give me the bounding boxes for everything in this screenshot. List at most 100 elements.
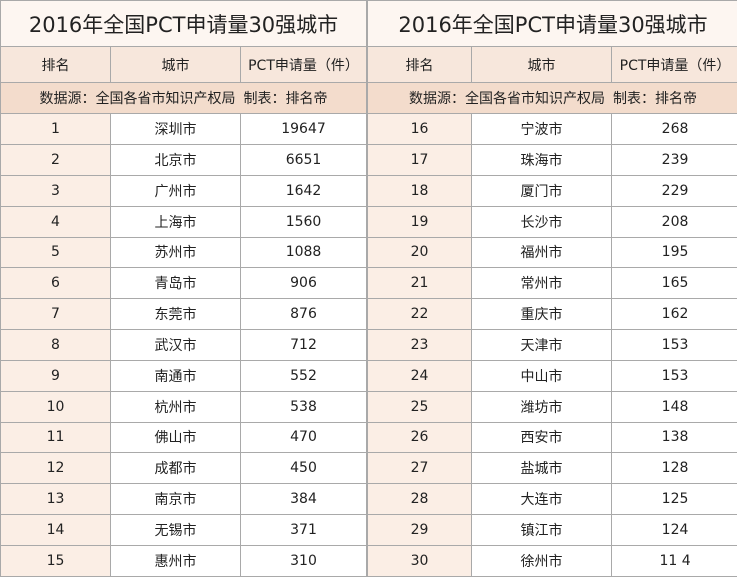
table-author: 制表：排名帝 xyxy=(613,91,698,108)
data-row: 25 潍坊市 148 xyxy=(367,390,737,423)
rank-cell: 25 xyxy=(367,390,473,423)
count-cell: 208 xyxy=(611,205,737,238)
data-row: 20 福州市 195 xyxy=(367,236,737,269)
rank-cell: 12 xyxy=(0,452,111,485)
data-row: 2 北京市 6651 xyxy=(0,143,368,176)
count-cell: 229 xyxy=(611,174,737,207)
rank-cell: 26 xyxy=(367,421,473,454)
city-cell: 青岛市 xyxy=(110,267,241,300)
rank-cell: 27 xyxy=(367,452,473,485)
data-row: 30 徐州市 11 4 xyxy=(367,544,737,577)
rank-cell: 29 xyxy=(367,514,473,546)
data-row: 15 惠州市 310 xyxy=(0,544,368,577)
city-cell: 南通市 xyxy=(110,359,241,392)
count-cell: 538 xyxy=(239,390,368,423)
source-cell: 数据源：全国各省市知识产权局 制表：排名帝 xyxy=(0,82,368,115)
count-cell: 384 xyxy=(239,483,368,516)
count-cell: 125 xyxy=(611,483,737,516)
rank-cell: 7 xyxy=(0,298,111,331)
rank-cell: 10 xyxy=(0,390,111,423)
city-cell: 长沙市 xyxy=(471,205,613,238)
ranking-table: 2016年全国PCT申请量30强城市 排名 城市 PCT申请量（件） 数据源：全国各省市… xyxy=(0,0,368,577)
rank-cell: 17 xyxy=(367,143,473,176)
count-cell: 876 xyxy=(239,298,368,331)
data-row: 17 珠海市 239 xyxy=(367,143,737,176)
rank-cell: 8 xyxy=(0,329,111,361)
column-header: 城市 xyxy=(471,46,613,84)
count-cell: 138 xyxy=(611,421,737,454)
rank-cell: 9 xyxy=(0,359,111,392)
city-cell: 深圳市 xyxy=(110,113,241,145)
city-cell: 镇江市 xyxy=(471,514,613,546)
rank-cell: 15 xyxy=(0,544,111,577)
rank-cell: 20 xyxy=(367,236,473,269)
rank-cell: 14 xyxy=(0,514,111,546)
city-cell: 厦门市 xyxy=(471,174,613,207)
count-cell: 1642 xyxy=(239,174,368,207)
data-row: 3 广州市 1642 xyxy=(0,174,368,207)
count-cell: 153 xyxy=(611,329,737,361)
count-cell: 148 xyxy=(611,390,737,423)
count-cell: 11 4 xyxy=(611,544,737,577)
rank-cell: 30 xyxy=(367,544,473,577)
count-cell: 268 xyxy=(611,113,737,145)
data-row: 14 无锡市 371 xyxy=(0,514,368,546)
city-cell: 杭州市 xyxy=(110,390,241,423)
city-cell: 西安市 xyxy=(471,421,613,454)
count-cell: 552 xyxy=(239,359,368,392)
count-cell: 712 xyxy=(239,329,368,361)
city-cell: 中山市 xyxy=(471,359,613,392)
city-cell: 武汉市 xyxy=(110,329,241,361)
data-row: 6 青岛市 906 xyxy=(0,267,368,300)
header-row: 排名 城市 PCT申请量（件） xyxy=(0,46,368,84)
count-cell: 162 xyxy=(611,298,737,331)
data-row: 10 杭州市 538 xyxy=(0,390,368,423)
title-row: 2016年全国PCT申请量30强城市 xyxy=(367,0,737,48)
rank-cell: 3 xyxy=(0,174,111,207)
rank-cell: 18 xyxy=(367,174,473,207)
data-row: 21 常州市 165 xyxy=(367,267,737,300)
count-cell: 124 xyxy=(611,514,737,546)
column-header: PCT申请量（件） xyxy=(239,46,368,84)
count-cell: 195 xyxy=(611,236,737,269)
source-row: 数据源：全国各省市知识产权局 制表：排名帝 xyxy=(367,82,737,115)
city-cell: 宁波市 xyxy=(471,113,613,145)
data-row: 7 东莞市 876 xyxy=(0,298,368,331)
city-cell: 北京市 xyxy=(110,143,241,176)
city-cell: 天津市 xyxy=(471,329,613,361)
rank-cell: 24 xyxy=(367,359,473,392)
column-header: PCT申请量（件） xyxy=(611,46,737,84)
rank-cell: 1 xyxy=(0,113,111,145)
data-row: 16 宁波市 268 xyxy=(367,113,737,145)
city-cell: 常州市 xyxy=(471,267,613,300)
rank-cell: 13 xyxy=(0,483,111,516)
column-header: 排名 xyxy=(0,46,111,84)
rank-cell: 28 xyxy=(367,483,473,516)
city-cell: 大连市 xyxy=(471,483,613,516)
title-row: 2016年全国PCT申请量30强城市 xyxy=(0,0,368,48)
data-row: 12 成都市 450 xyxy=(0,452,368,485)
city-cell: 苏州市 xyxy=(110,236,241,269)
rank-cell: 5 xyxy=(0,236,111,269)
table-title: 2016年全国PCT申请量30强城市 xyxy=(367,0,737,48)
city-cell: 福州市 xyxy=(471,236,613,269)
data-row: 1 深圳市 19647 xyxy=(0,113,368,145)
data-row: 11 佛山市 470 xyxy=(0,421,368,454)
count-cell: 6651 xyxy=(239,143,368,176)
city-cell: 重庆市 xyxy=(471,298,613,331)
rank-cell: 23 xyxy=(367,329,473,361)
data-source: 数据源：全国各省市知识产权局 xyxy=(39,91,236,108)
city-cell: 盐城市 xyxy=(471,452,613,485)
count-cell: 128 xyxy=(611,452,737,485)
count-cell: 450 xyxy=(239,452,368,485)
header-row: 排名 城市 PCT申请量（件） xyxy=(367,46,737,84)
city-cell: 珠海市 xyxy=(471,143,613,176)
data-row: 13 南京市 384 xyxy=(0,483,368,516)
rank-cell: 21 xyxy=(367,267,473,300)
table-title: 2016年全国PCT申请量30强城市 xyxy=(0,0,368,48)
count-cell: 19647 xyxy=(239,113,368,145)
column-header: 排名 xyxy=(367,46,473,84)
column-header: 城市 xyxy=(110,46,241,84)
source-row: 数据源：全国各省市知识产权局 制表：排名帝 xyxy=(0,82,368,115)
city-cell: 无锡市 xyxy=(110,514,241,546)
